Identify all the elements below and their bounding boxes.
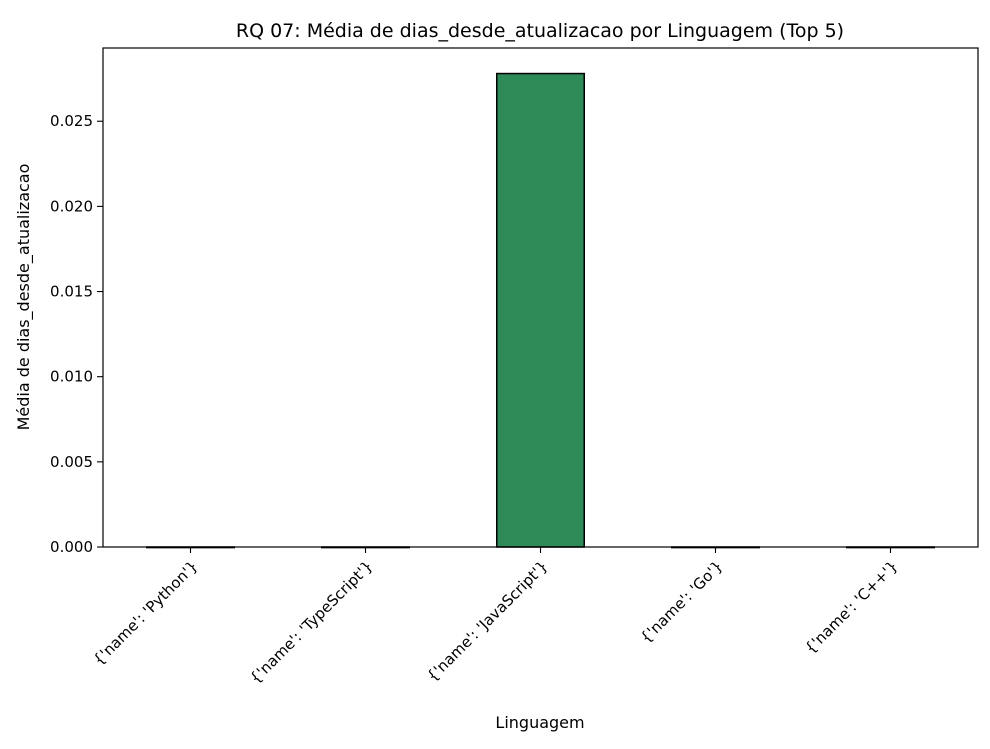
y-tick-label: 0.010 xyxy=(50,368,93,386)
x-axis-label: Linguagem xyxy=(495,713,584,732)
x-tick-label: {'name': 'Python'} xyxy=(90,557,202,669)
x-tick-label: {'name': 'C++'} xyxy=(801,557,901,657)
chart-title: RQ 07: Média de dias_desde_atualizacao p… xyxy=(236,20,844,42)
x-tick-label: {'name': 'Go'} xyxy=(637,557,727,647)
y-tick-label: 0.005 xyxy=(50,453,93,471)
x-tick-label: {'name': 'TypeScript'} xyxy=(246,557,376,687)
plot-frame xyxy=(102,47,979,548)
bars xyxy=(146,72,935,549)
y-tick-label: 0.025 xyxy=(50,112,93,130)
bar-2 xyxy=(496,72,585,548)
y-tick-label: 0.020 xyxy=(50,197,93,215)
x-tick-label: {'name': 'JavaScript'} xyxy=(423,557,551,685)
y-tick-label: 0.015 xyxy=(50,283,93,301)
y-axis: 0.000 0.005 0.010 0.015 0.020 0.025 xyxy=(50,112,103,556)
y-axis-label: Média de dias_desde_atualizacao xyxy=(14,164,34,431)
x-axis: {'name': 'Python'} {'name': 'TypeScript'}… xyxy=(90,547,901,687)
y-tick-label: 0.000 xyxy=(50,538,93,556)
